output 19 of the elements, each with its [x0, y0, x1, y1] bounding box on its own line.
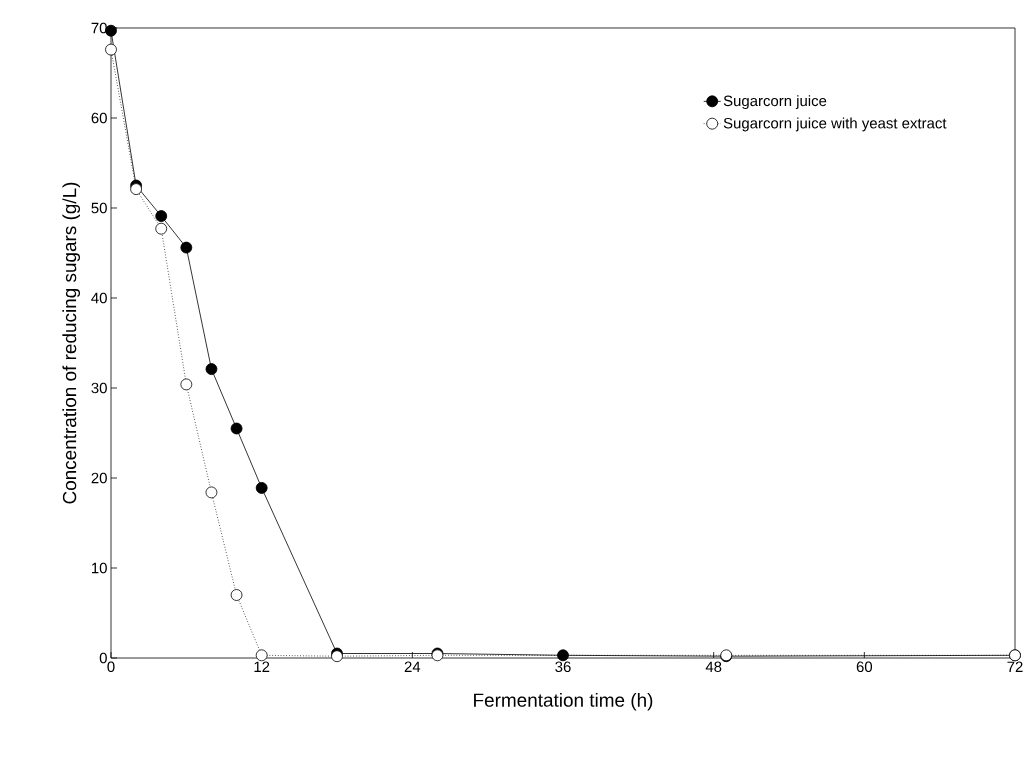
x-tick-label: 36: [555, 661, 571, 673]
y-tick-label: 70: [91, 22, 107, 34]
x-axis-title: Fermentation time (h): [474, 692, 653, 711]
x-tick-label: 60: [856, 661, 873, 673]
x-tick-label: 12: [254, 661, 270, 672]
y-tick-label: 30: [91, 382, 107, 394]
y-tick-label: 20: [91, 472, 107, 484]
x-tick-label: 72: [1007, 661, 1023, 672]
legend-label: Sugarcorn juice with yeast extract: [723, 117, 947, 132]
y-tick-label: 50: [91, 202, 107, 214]
y-tick-label: 0: [99, 652, 107, 664]
x-tick-label: 0: [107, 661, 115, 673]
x-tick-label: 48: [705, 661, 722, 673]
x-tick-label: 24: [404, 661, 421, 672]
y-axis-title: Concentration of reducing sugars (g/L): [62, 182, 81, 504]
y-tick-label: 60: [91, 112, 107, 124]
y-tick-label: 10: [92, 562, 107, 574]
legend-label: Sugarcorn juice: [723, 95, 827, 110]
y-tick-label: 40: [91, 292, 107, 304]
